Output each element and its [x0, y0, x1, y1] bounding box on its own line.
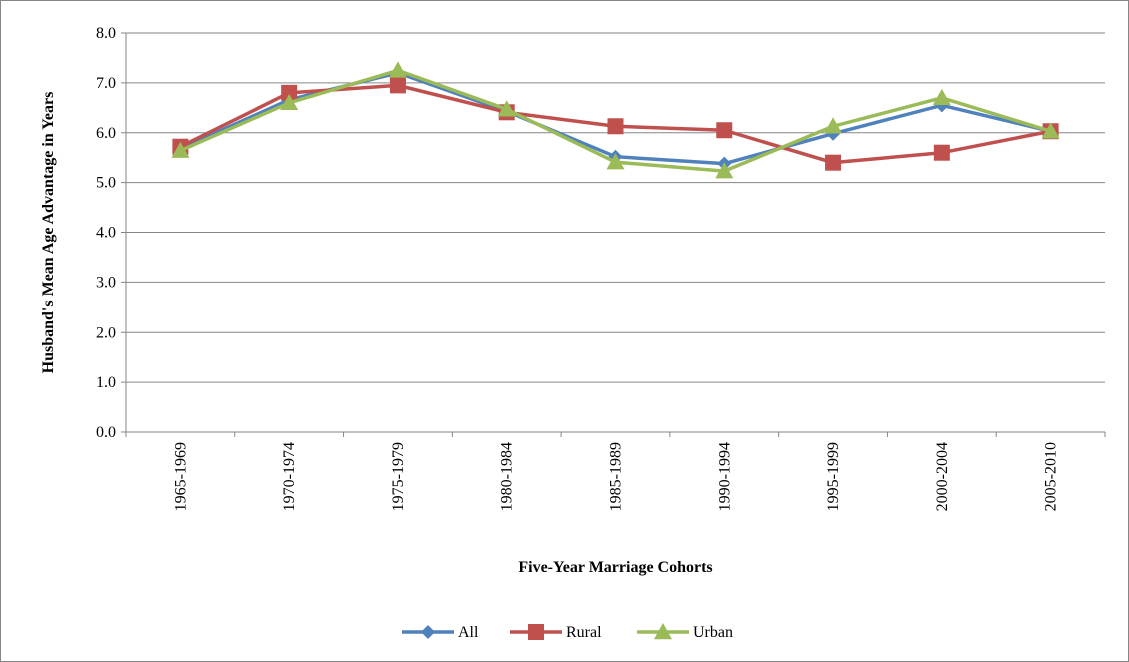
- data-point: [389, 77, 406, 94]
- x-tick-label: 1970-1974: [281, 442, 298, 511]
- x-tick-label: 1980-1984: [499, 442, 516, 511]
- y-tick-label: 0.0: [96, 424, 116, 441]
- legend-label: Urban: [693, 624, 733, 641]
- data-point: [497, 100, 516, 117]
- y-tick-labels: 0.0 1.0 2.0 3.0 4.0 5.0 6.0 7.0 8.0: [96, 25, 116, 441]
- legend-item-all: All: [402, 624, 479, 641]
- data-point: [606, 153, 625, 170]
- data-point: [607, 118, 624, 135]
- y-axis-title: Husband's Mean Age Advantage in Years: [40, 92, 57, 374]
- data-point: [933, 144, 950, 161]
- data-point: [825, 154, 842, 171]
- y-tick-label: 8.0: [96, 25, 116, 42]
- data-point: [280, 93, 299, 111]
- y-tick-label: 4.0: [96, 225, 116, 242]
- y-tick-label: 5.0: [96, 175, 116, 192]
- y-tick-label: 6.0: [96, 125, 116, 142]
- x-axis-title: Five-Year Marriage Cohorts: [518, 559, 712, 576]
- x-tick-label: 1965-1969: [172, 442, 189, 511]
- data-point: [388, 61, 407, 78]
- legend-marker: [528, 624, 544, 640]
- legend-label: Rural: [566, 624, 602, 641]
- x-tick-label: 2000-2004: [934, 442, 951, 511]
- x-tick-label: 2005-2010: [1043, 442, 1060, 511]
- x-tick-label: 1990-1994: [716, 442, 733, 511]
- y-tick-label: 7.0: [96, 75, 116, 92]
- data-point: [824, 117, 843, 134]
- data-point: [716, 122, 733, 139]
- y-tick-label: 2.0: [96, 324, 116, 341]
- legend-label: All: [458, 624, 479, 641]
- series-urban: [171, 61, 1060, 179]
- data-point: [932, 88, 951, 106]
- x-tick-label: 1995-1999: [825, 442, 842, 511]
- y-tick-label: 1.0: [96, 374, 116, 391]
- x-tick-label: 1985-1989: [608, 442, 625, 511]
- legend-item-rural: Rural: [510, 624, 602, 641]
- legend: All Rural Urban: [402, 623, 733, 641]
- legend-marker: [654, 623, 672, 640]
- data-point: [715, 162, 734, 179]
- axes: [121, 32, 1106, 437]
- x-tick-labels: 1965-1969 1970-1974 1975-1979 1980-1984 1985…: [172, 442, 1059, 511]
- data-point: [1041, 122, 1060, 139]
- series-group: [171, 61, 1060, 179]
- data-point: [171, 141, 190, 158]
- legend-marker: [421, 625, 435, 639]
- x-tick-label: 1975-1979: [390, 442, 407, 511]
- legend-item-urban: Urban: [637, 623, 733, 641]
- data-point: [281, 84, 298, 101]
- y-tick-label: 3.0: [96, 274, 116, 291]
